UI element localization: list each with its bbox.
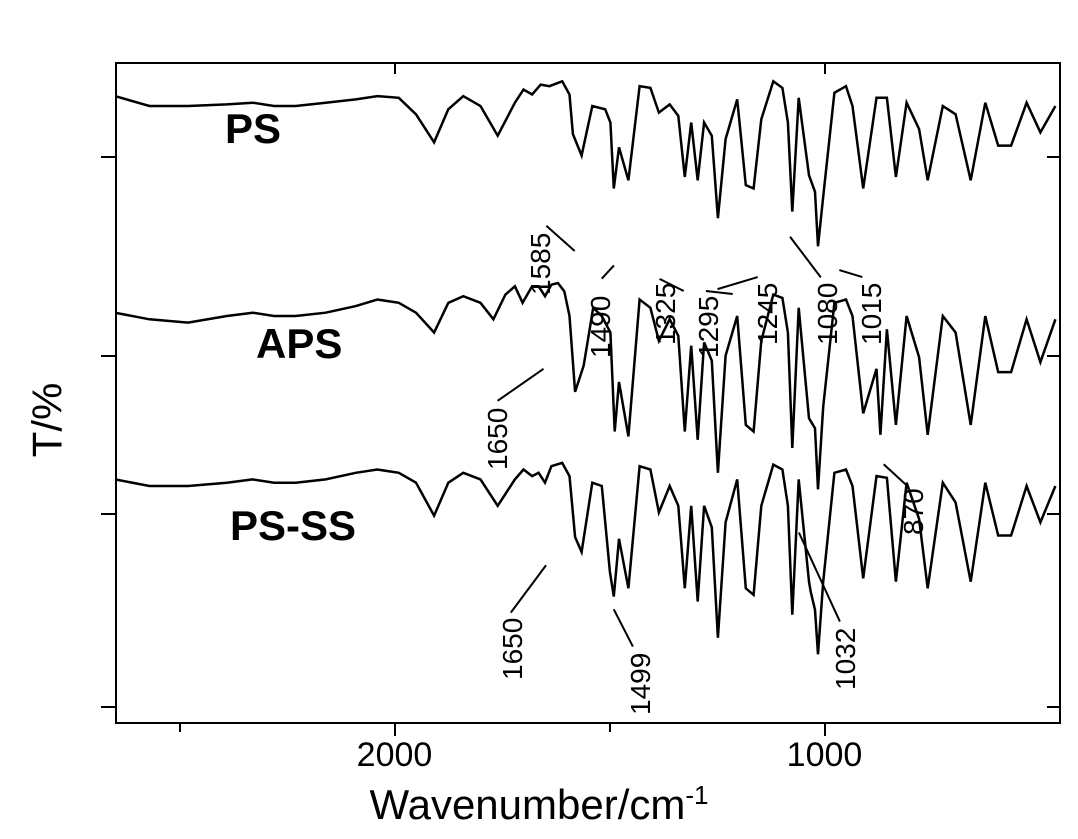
chart-container: T/% Wavenumber/cm-1 2000 1000 PS APS PS-SS 15…: [0, 0, 1078, 839]
peak-label-1080: 1080: [812, 283, 844, 345]
series-label-ps-ss: PS-SS: [230, 502, 356, 550]
peak-label-1015: 1015: [856, 283, 888, 345]
y-tick: [101, 513, 115, 515]
peak-label-1325: 1325: [650, 283, 682, 345]
y-tick-right: [1047, 513, 1059, 515]
y-tick: [101, 706, 115, 708]
x-axis-label-sup: -1: [685, 780, 708, 810]
y-axis-label: T/%: [23, 382, 71, 457]
x-tick-top: [394, 62, 396, 74]
y-tick-right: [1047, 355, 1059, 357]
x-minor-tick: [179, 722, 181, 732]
peak-label-1295: 1295: [693, 296, 725, 358]
y-tick: [101, 156, 115, 158]
peak-label-1585: 1585: [525, 233, 557, 295]
peak-label-1650: 1650: [482, 408, 514, 470]
peak-label-1650: 1650: [497, 618, 529, 680]
x-tick-label: 1000: [787, 736, 863, 775]
x-axis-label: Wavenumber/cm-1: [0, 780, 1078, 829]
y-tick-right: [1047, 706, 1059, 708]
y-tick-right: [1047, 156, 1059, 158]
peak-label-1499: 1499: [625, 653, 657, 715]
x-axis: [115, 722, 1061, 724]
peak-label-870: 870: [898, 488, 930, 535]
peak-label-1032: 1032: [830, 628, 862, 690]
x-axis-label-text: Wavenumber/cm: [370, 781, 686, 828]
x-tick-label: 2000: [357, 736, 433, 775]
x-tick: [824, 722, 826, 736]
spectra-svg: [115, 62, 1061, 722]
series-label-ps: PS: [225, 105, 281, 153]
series-label-aps: APS: [256, 320, 342, 368]
y-tick: [101, 355, 115, 357]
peak-label-1490: 1490: [585, 296, 617, 358]
x-tick: [394, 722, 396, 736]
x-minor-tick: [609, 722, 611, 732]
x-tick-top: [824, 62, 826, 74]
peak-label-1245: 1245: [752, 283, 784, 345]
